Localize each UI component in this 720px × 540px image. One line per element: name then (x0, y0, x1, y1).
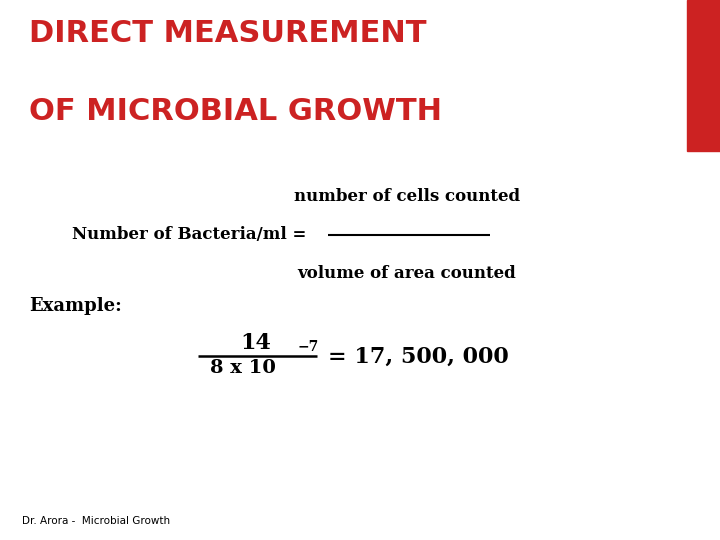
Text: 8 x 10: 8 x 10 (210, 359, 276, 377)
Text: number of cells counted: number of cells counted (294, 188, 520, 205)
Text: Number of Bacteria/ml =: Number of Bacteria/ml = (72, 226, 312, 244)
Text: OF MICROBIAL GROWTH: OF MICROBIAL GROWTH (29, 97, 442, 126)
Text: 14: 14 (240, 332, 271, 354)
Text: −7: −7 (297, 340, 319, 354)
Text: Dr. Arora -  Microbial Growth: Dr. Arora - Microbial Growth (22, 516, 170, 526)
Text: = 17, 500, 000: = 17, 500, 000 (328, 346, 508, 367)
Text: DIRECT MEASUREMENT: DIRECT MEASUREMENT (29, 19, 426, 48)
Bar (687, 0, 720, 151)
Text: Example:: Example: (29, 297, 122, 315)
Text: volume of area counted: volume of area counted (297, 265, 516, 281)
